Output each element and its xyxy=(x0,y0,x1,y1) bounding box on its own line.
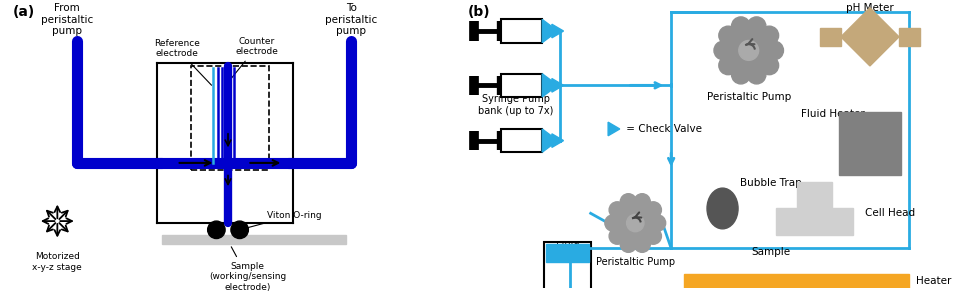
Text: Counter
electrode: Counter electrode xyxy=(229,37,278,80)
Bar xyxy=(162,235,347,244)
Bar xyxy=(899,28,921,45)
Polygon shape xyxy=(542,74,558,97)
Circle shape xyxy=(645,202,661,218)
Bar xyxy=(501,19,542,43)
Circle shape xyxy=(649,215,665,231)
Circle shape xyxy=(645,228,661,244)
Text: Bubble Trap: Bubble Trap xyxy=(740,178,802,188)
Text: (b): (b) xyxy=(468,5,491,19)
Bar xyxy=(839,113,900,175)
Text: Heater: Heater xyxy=(916,276,950,286)
Text: To
peristaltic
pump: To peristaltic pump xyxy=(325,3,377,36)
Circle shape xyxy=(760,26,779,45)
Bar xyxy=(501,129,542,152)
Text: Fluid
Dump: Fluid Dump xyxy=(553,241,582,263)
Circle shape xyxy=(730,31,768,70)
Bar xyxy=(544,242,590,297)
Bar xyxy=(501,74,542,97)
Circle shape xyxy=(747,65,766,84)
Polygon shape xyxy=(542,129,558,152)
Circle shape xyxy=(732,17,750,36)
Text: Motorized
x-y-z stage: Motorized x-y-z stage xyxy=(33,252,83,271)
Circle shape xyxy=(634,194,650,210)
Circle shape xyxy=(732,65,750,84)
Circle shape xyxy=(760,56,779,75)
Circle shape xyxy=(627,214,644,232)
Circle shape xyxy=(620,194,636,210)
Circle shape xyxy=(747,17,766,36)
Circle shape xyxy=(609,228,625,244)
Bar xyxy=(191,66,269,170)
Text: pH Meter: pH Meter xyxy=(846,3,894,13)
Circle shape xyxy=(620,236,636,252)
Circle shape xyxy=(719,56,737,75)
Bar xyxy=(546,244,588,262)
Circle shape xyxy=(605,215,621,231)
Circle shape xyxy=(207,221,225,238)
Text: Viton O-ring: Viton O-ring xyxy=(244,211,322,230)
Polygon shape xyxy=(542,19,558,43)
Circle shape xyxy=(765,41,783,60)
Bar xyxy=(684,274,909,288)
Circle shape xyxy=(714,41,732,60)
Text: From
peristaltic
pump: From peristaltic pump xyxy=(41,3,93,36)
Circle shape xyxy=(719,26,737,45)
Text: Peristaltic Pump: Peristaltic Pump xyxy=(707,92,791,102)
Text: Reference
electrode: Reference electrode xyxy=(154,39,211,85)
Circle shape xyxy=(634,236,650,252)
Circle shape xyxy=(609,202,625,218)
Text: Peristaltic Pump: Peristaltic Pump xyxy=(596,257,675,267)
Bar xyxy=(776,208,853,235)
Polygon shape xyxy=(608,122,620,136)
Polygon shape xyxy=(552,24,564,38)
Text: = Check Valve: = Check Valve xyxy=(623,124,702,134)
Text: Sample
(working/sensing
electrode): Sample (working/sensing electrode) xyxy=(208,247,286,292)
Text: (a): (a) xyxy=(12,5,35,19)
Text: Fluid Heater: Fluid Heater xyxy=(802,109,865,119)
Bar xyxy=(820,28,841,45)
Ellipse shape xyxy=(707,188,738,229)
Text: Sample: Sample xyxy=(752,247,791,257)
Bar xyxy=(797,182,832,208)
Circle shape xyxy=(618,206,652,240)
Text: Syringe Pump
bank (up to 7x): Syringe Pump bank (up to 7x) xyxy=(478,94,554,116)
Text: Cell Head: Cell Head xyxy=(865,208,915,218)
Polygon shape xyxy=(552,134,564,147)
Circle shape xyxy=(231,221,249,238)
Circle shape xyxy=(739,40,758,60)
Polygon shape xyxy=(552,78,564,92)
Polygon shape xyxy=(841,8,899,66)
